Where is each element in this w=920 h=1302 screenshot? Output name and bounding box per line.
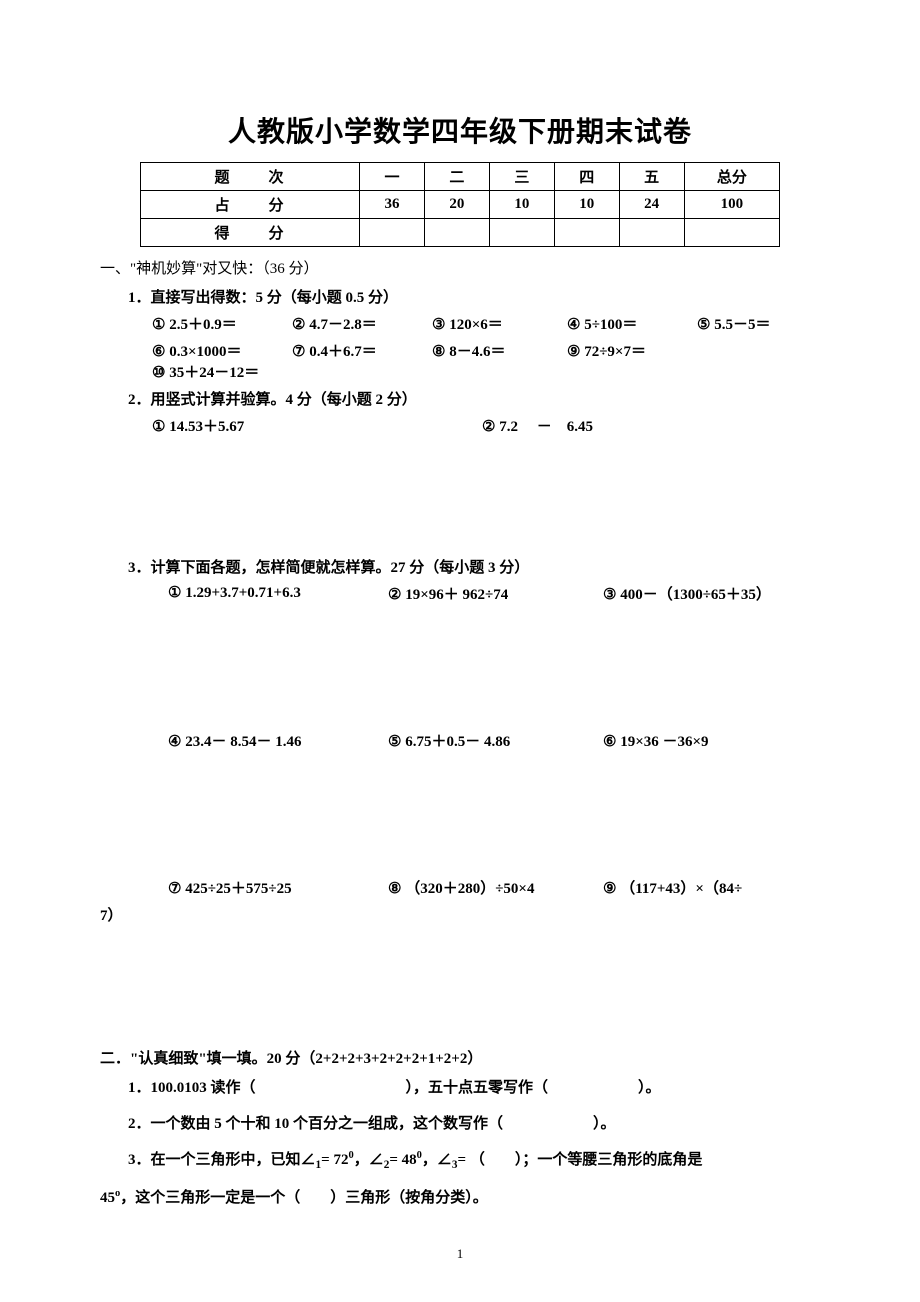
- text: = 48: [389, 1152, 416, 1168]
- header-cell: 题 次: [141, 163, 360, 191]
- fill-question-3: 3．在一个三角形中，已知∠1= 720，∠2= 480，∠3= （ ）；一个等腰…: [100, 1147, 820, 1175]
- table-row: 题 次 一 二 三 四 五 总分: [141, 163, 780, 191]
- text: ，这个三角形一定是一个（ ）三角形（按角分类）。: [120, 1190, 488, 1206]
- calc-item: ② 7.2 － 6.45: [482, 415, 820, 436]
- calc-item: ⑨ 72÷9×7＝: [567, 340, 697, 361]
- fill-question-2: 2．一个数由 5 个十和 10 个百分之一组成，这个数写作（ ）。: [100, 1112, 820, 1138]
- section-2-heading: 二．"认真细致"填一填。20 分（2+2+2+3+2+2+2+1+2+2）: [100, 1047, 820, 1068]
- score-cell: [684, 219, 779, 247]
- score-cell: [489, 219, 554, 247]
- text: ，∠: [422, 1152, 452, 1168]
- score-cell: [360, 219, 425, 247]
- calc-item: ④ 23.4－ 8.54－ 1.46: [168, 730, 388, 751]
- text: 3．在一个三角形中，已知∠: [128, 1152, 316, 1168]
- calc-item: ⑥ 19×36 －36×9: [603, 730, 820, 751]
- calc-item: ⑦ 425÷25＋575÷25: [168, 877, 388, 898]
- score-label-cell: 得 分: [141, 219, 360, 247]
- table-row: 占 分 36 20 10 10 24 100: [141, 191, 780, 219]
- score-cell: [424, 219, 489, 247]
- calc-item: ③ 400－（1300÷65＋35）: [603, 583, 820, 604]
- page-number: 1: [0, 1246, 920, 1262]
- points-label-cell: 占 分: [141, 191, 360, 219]
- header-cell: 五: [619, 163, 684, 191]
- calc-row: ④ 23.4－ 8.54－ 1.46 ⑤ 6.75＋0.5－ 4.86 ⑥ 19…: [100, 730, 820, 751]
- header-cell: 一: [360, 163, 425, 191]
- calc-item: ② 4.7－2.8＝: [292, 313, 432, 334]
- calc-item: ⑩ 35＋24－12＝: [152, 361, 282, 382]
- calc-item: ⑤ 5.5－5＝: [697, 313, 817, 334]
- calc-item: ① 2.5＋0.9＝: [152, 313, 292, 334]
- points-cell: 24: [619, 191, 684, 219]
- text: = （ ）；一个等腰三角形的底角是: [458, 1152, 703, 1168]
- calc-item: ① 14.53＋5.67: [152, 415, 482, 436]
- calc-item: ① 1.29+3.7+0.71+6.3: [168, 583, 388, 604]
- text: = 72: [321, 1152, 348, 1168]
- calc-row: ⑦ 425÷25＋575÷25 ⑧ （320＋280）÷50×4 ⑨ （117+…: [100, 877, 820, 898]
- header-cell: 三: [489, 163, 554, 191]
- calc-item: ⑧ 8－4.6＝: [432, 340, 567, 361]
- calc-item: ② 19×96＋ 962÷74: [388, 583, 603, 604]
- calc-item: ⑥ 0.3×1000＝: [152, 340, 292, 361]
- calc-item: ⑨ （117+43）×（84÷: [603, 877, 820, 898]
- calc-item: ⑧ （320＋280）÷50×4: [388, 877, 603, 898]
- score-cell: [619, 219, 684, 247]
- header-cell: 总分: [684, 163, 779, 191]
- points-cell: 100: [684, 191, 779, 219]
- calc-row: ① 2.5＋0.9＝ ② 4.7－2.8＝ ③ 120×6＝ ④ 5÷100＝ …: [100, 313, 820, 334]
- calc-item: ③ 120×6＝: [432, 313, 567, 334]
- header-cell: 四: [554, 163, 619, 191]
- text: ，∠: [354, 1152, 384, 1168]
- score-table: 题 次 一 二 三 四 五 总分 占 分 36 20 10 10 24 100 …: [140, 162, 780, 247]
- calc-item: ④ 5÷100＝: [567, 313, 697, 334]
- header-cell: 二: [424, 163, 489, 191]
- question-3-label: 3．计算下面各题，怎样简便就怎样算。27 分（每小题 3 分）: [100, 556, 820, 577]
- points-cell: 10: [554, 191, 619, 219]
- page-title: 人教版小学数学四年级下册期末试卷: [100, 110, 820, 150]
- question-2-label: 2．用竖式计算并验算。4 分（每小题 2 分）: [100, 388, 820, 409]
- table-row: 得 分: [141, 219, 780, 247]
- fill-question-3-cont: 45o，这个三角形一定是一个（ ）三角形（按角分类）。: [100, 1185, 820, 1212]
- calc-row: ⑥ 0.3×1000＝ ⑦ 0.4＋6.7＝ ⑧ 8－4.6＝ ⑨ 72÷9×7…: [100, 340, 820, 382]
- calc-item: ⑦ 0.4＋6.7＝: [292, 340, 432, 361]
- fill-question-1: 1．100.0103 读作（ ），五十点五零写作（ ）。: [100, 1076, 820, 1102]
- question-1-label: 1．直接写出得数：5 分（每小题 0.5 分）: [100, 286, 820, 307]
- points-cell: 20: [424, 191, 489, 219]
- vertical-calc-row: ① 14.53＋5.67 ② 7.2 － 6.45: [100, 415, 820, 436]
- calc-row: ① 1.29+3.7+0.71+6.3 ② 19×96＋ 962÷74 ③ 40…: [100, 583, 820, 604]
- calc-item: ⑤ 6.75＋0.5－ 4.86: [388, 730, 603, 751]
- calc-item-tail: 7）: [100, 904, 820, 925]
- points-cell: 10: [489, 191, 554, 219]
- text: 45: [100, 1190, 115, 1206]
- score-cell: [554, 219, 619, 247]
- section-1-heading: 一、"神机妙算"对又快：（36 分）: [100, 257, 820, 278]
- points-cell: 36: [360, 191, 425, 219]
